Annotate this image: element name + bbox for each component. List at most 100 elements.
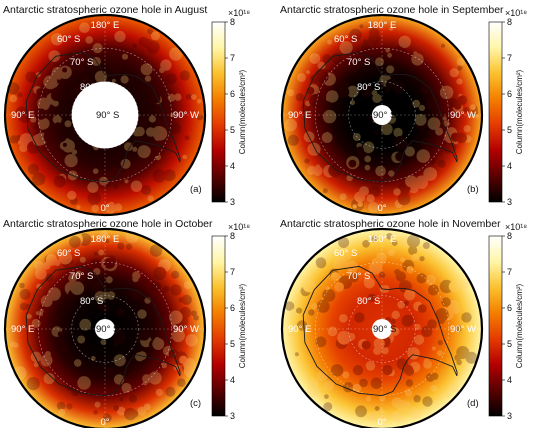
lon-label-left: 90° E [288,324,311,335]
lat-label-70: 70° S [347,57,370,68]
colorbar-tick-label: 5 [230,339,235,349]
lat-label-60: 60° S [57,248,80,259]
map-frame [3,227,207,428]
panel-tag: (c) [190,398,201,409]
colorbar-label: Column(molecules/cm²) [238,69,247,154]
colorbar-scale: ×10¹⁸ [228,222,250,232]
colorbar-tick-label: 8 [507,17,512,27]
coastline [302,51,458,183]
colorbar-tick-label: 3 [230,197,235,207]
no-data-region [71,81,139,149]
colorbar-tick-label: 3 [507,411,512,421]
lat-label-60: 60° S [334,248,357,259]
lon-label-left: 90° E [288,110,311,121]
map-frame [280,13,484,217]
lat-label-80: 80° S [357,82,380,93]
panel-d: Antarctic stratospheric ozone hole in No… [280,218,527,428]
lon-label-top: 180° E [91,234,120,245]
colorbar-label: Column(molecules/cm²) [515,69,524,154]
lat-label-90: 90° S [96,110,119,121]
graticule-circle [71,295,139,363]
colorbar [488,235,503,417]
colorbar-scale: ×10¹⁸ [228,8,250,18]
coastline [25,265,181,397]
lon-label-bottom: 0° [100,417,109,428]
colorbar-scale: ×10¹⁸ [505,222,527,232]
lat-label-80: 80° S [80,296,103,307]
lon-label-right: 90° W [450,110,476,121]
panel-b: Antarctic stratospheric ozone hole in Se… [280,4,527,217]
lon-label-bottom: 0° [377,417,386,428]
colorbar-scale: ×10¹⁸ [505,8,527,18]
lat-label-90: 90° S [373,110,396,121]
colorbar-label: Column(molecules/cm²) [515,283,524,368]
colorbar-tick-label: 4 [507,161,512,171]
colorbar-tick-label: 8 [230,231,235,241]
lat-label-90: 90° S [96,324,119,335]
lon-label-right: 90° W [450,324,476,335]
colorbar-tick-label: 4 [507,375,512,385]
lon-label-top: 180° E [368,20,397,31]
colorbar-tick-label: 8 [507,231,512,241]
colorbar-tick-label: 7 [230,267,235,277]
lon-label-left: 90° E [11,324,34,335]
lon-label-top: 180° E [91,20,120,31]
ozone-texture [284,24,480,213]
colorbar-tick-label: 3 [230,411,235,421]
colorbar-tick-label: 5 [507,125,512,135]
panel-c: Antarctic stratospheric ozone hole in Oc… [3,218,250,428]
ozone-texture [10,230,199,423]
lon-label-right: 90° W [173,110,199,121]
map-frame [3,13,207,217]
lat-label-80: 80° S [80,82,103,93]
colorbar-tick-label: 6 [230,89,235,99]
colorbar [211,235,226,417]
panel-title: Antarctic stratospheric ozone hole in Oc… [3,218,213,230]
no-data-region [372,105,392,125]
graticule-circle [348,81,416,149]
colorbar-tick-label: 6 [230,303,235,313]
colorbar-tick-label: 5 [230,125,235,135]
ozone-texture [284,233,478,424]
panel-title: Antarctic stratospheric ozone hole in Au… [3,4,207,16]
lat-label-90: 90° S [373,324,396,335]
panel-a: Antarctic stratospheric ozone hole in Au… [3,4,250,217]
lon-label-bottom: 0° [100,203,109,214]
colorbar-tick-label: 7 [507,267,512,277]
map-frame [280,227,484,428]
lat-label-70: 70° S [347,271,370,282]
panel-tag: (d) [467,398,479,409]
colorbar-tick-label: 8 [230,17,235,27]
no-data-region [372,319,392,339]
colorbar-tick-label: 4 [230,375,235,385]
colorbar-tick-label: 3 [507,197,512,207]
colorbar [488,21,503,203]
lon-label-top: 180° E [368,234,397,245]
lat-label-60: 60° S [57,34,80,45]
lon-label-right: 90° W [173,324,199,335]
no-data-region [95,319,115,339]
lon-label-left: 90° E [11,110,34,121]
lat-label-70: 70° S [70,57,93,68]
lat-label-60: 60° S [334,34,357,45]
panel-tag: (a) [190,184,202,195]
graticule-circle [348,295,416,363]
colorbar-tick-label: 4 [230,161,235,171]
colorbar-label: Column(molecules/cm²) [238,283,247,368]
panel-title: Antarctic stratospheric ozone hole in Se… [280,4,504,16]
panel-tag: (b) [467,184,479,195]
panel-title: Antarctic stratospheric ozone hole in No… [280,218,501,230]
colorbar [211,21,226,203]
colorbar-tick-label: 6 [507,89,512,99]
colorbar-tick-label: 7 [230,53,235,63]
graticule-circle [71,81,139,149]
lon-label-bottom: 0° [377,203,386,214]
lat-label-70: 70° S [70,271,93,282]
coastline [302,265,458,397]
colorbar-tick-label: 6 [507,303,512,313]
coastline [25,51,181,183]
colorbar-tick-label: 5 [507,339,512,349]
lat-label-80: 80° S [357,296,380,307]
colorbar-tick-label: 7 [507,53,512,63]
